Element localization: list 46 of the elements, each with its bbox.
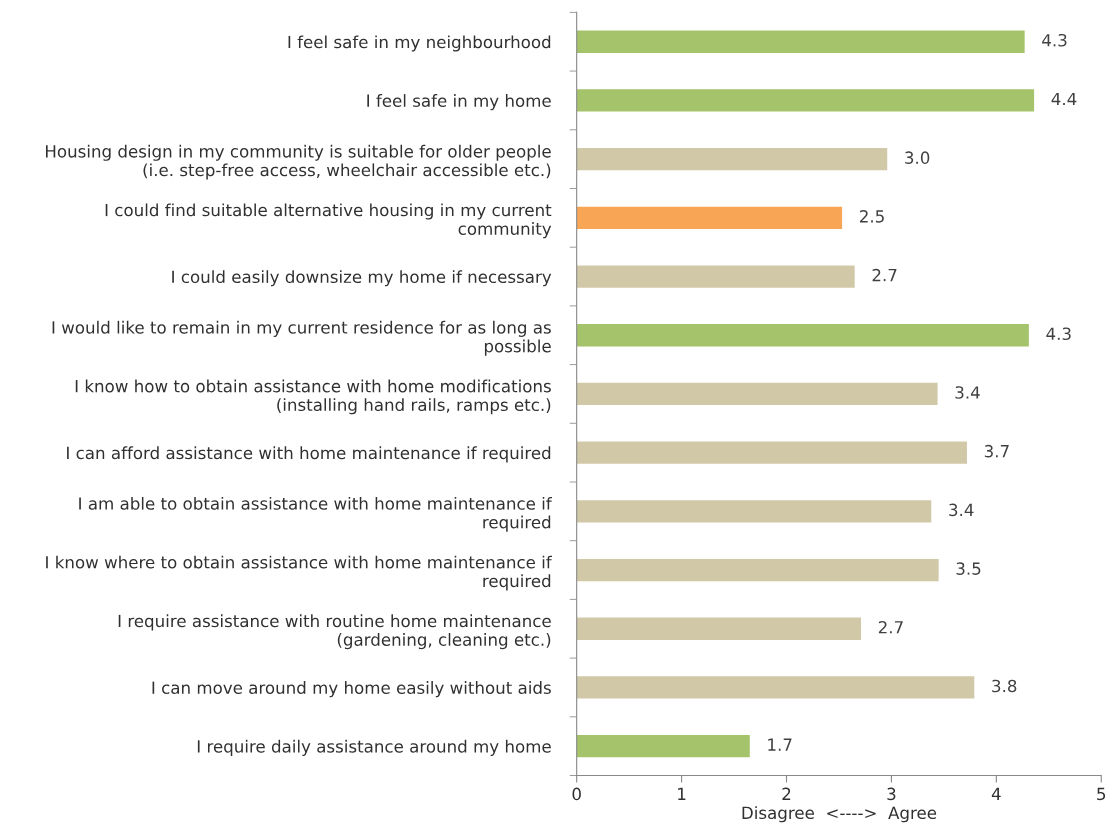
data-label: 3.7: [984, 444, 1009, 458]
y-tick-label: I know how to obtain assistance with home modifications (installing hand rails, ramps etc.): [75, 379, 551, 415]
y-tick-label: I feel safe in my home: [367, 94, 551, 111]
bar: [576, 206, 843, 229]
bar: [576, 676, 975, 699]
x-tick-label: 3: [887, 787, 896, 801]
x-tick-label: 2: [782, 787, 791, 800]
y-tick-label: I feel safe in my neighbourhood: [288, 35, 551, 52]
y-tick-label: I would like to remain in my current residence for as long as possible: [52, 320, 551, 356]
y-tick-label: Housing design in my community is suitable for older people (i.e. step-free access, wheelchair accessible etc.): [45, 144, 551, 180]
data-label: 2.5: [859, 210, 884, 223]
bar: [576, 147, 888, 171]
data-label: 4.3: [1042, 33, 1067, 47]
data-label: 3.5: [956, 562, 981, 575]
x-tick-label: 4: [991, 787, 1001, 800]
bar: [576, 558, 939, 582]
data-label: 3.4: [949, 503, 974, 517]
data-label: 3.8: [992, 679, 1017, 693]
data-label: 2.7: [872, 268, 897, 282]
x-tick-label: 5: [1097, 787, 1106, 801]
y-tick-label: I could easily downsize my home if necessary: [172, 270, 552, 287]
y-tick-label: I can afford assistance with home maintenance if required: [67, 446, 551, 463]
data-label: 4.4: [1051, 92, 1077, 106]
bar: [576, 89, 1035, 112]
data-label: 2.7: [878, 620, 903, 634]
bar: [576, 324, 1029, 347]
x-axis-title: Disagree <----> Agree: [742, 806, 937, 823]
bar: [576, 30, 1025, 53]
y-tick-label: I am able to obtain assistance with home maintenance if required: [79, 496, 553, 532]
y-tick-label: I could find suitable alternative housing in my current community: [105, 203, 552, 239]
data-label: 3.4: [955, 386, 980, 399]
bar: [576, 500, 932, 523]
x-tick-label: 0: [572, 787, 581, 801]
data-label: 3.0: [905, 151, 930, 164]
bar: [576, 382, 938, 406]
y-tick-label: I can move around my home easily without aids: [152, 681, 551, 698]
y-tick-label: I know where to obtain assistance with home maintenance if required: [46, 555, 553, 591]
bar: [576, 265, 855, 288]
y-tick-label: I require daily assistance around my home: [197, 739, 551, 756]
x-tick-label: 1: [678, 787, 686, 800]
data-label: 4.3: [1046, 327, 1071, 341]
y-tick-label: I require assistance with routine home maintenance (gardening, cleaning etc.): [118, 614, 551, 650]
bar: [576, 735, 750, 758]
bar: [576, 617, 861, 640]
bar: [576, 441, 967, 464]
data-label: 1.7: [768, 738, 792, 751]
